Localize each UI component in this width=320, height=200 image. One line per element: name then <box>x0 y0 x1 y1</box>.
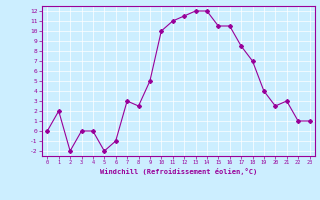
X-axis label: Windchill (Refroidissement éolien,°C): Windchill (Refroidissement éolien,°C) <box>100 168 257 175</box>
